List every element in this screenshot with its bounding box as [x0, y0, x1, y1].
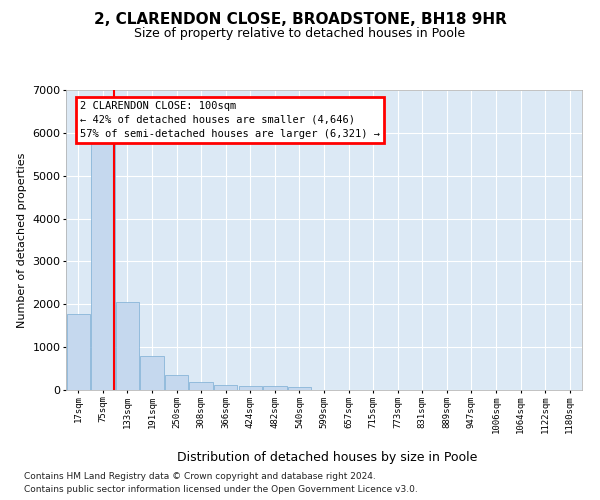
Text: Contains HM Land Registry data © Crown copyright and database right 2024.: Contains HM Land Registry data © Crown c… — [24, 472, 376, 481]
Bar — [288, 386, 311, 390]
Text: 2 CLARENDON CLOSE: 100sqm
← 42% of detached houses are smaller (4,646)
57% of se: 2 CLARENDON CLOSE: 100sqm ← 42% of detac… — [80, 100, 380, 138]
Bar — [140, 356, 164, 390]
Bar — [190, 382, 213, 390]
Text: Contains public sector information licensed under the Open Government Licence v3: Contains public sector information licen… — [24, 485, 418, 494]
Bar — [165, 376, 188, 390]
Bar — [116, 302, 139, 390]
Bar — [91, 142, 115, 390]
Bar — [67, 314, 90, 390]
Bar — [214, 385, 238, 390]
Text: Size of property relative to detached houses in Poole: Size of property relative to detached ho… — [134, 28, 466, 40]
Bar — [239, 386, 262, 390]
Text: 2, CLARENDON CLOSE, BROADSTONE, BH18 9HR: 2, CLARENDON CLOSE, BROADSTONE, BH18 9HR — [94, 12, 506, 28]
Bar — [263, 386, 287, 390]
Text: Distribution of detached houses by size in Poole: Distribution of detached houses by size … — [177, 451, 477, 464]
Y-axis label: Number of detached properties: Number of detached properties — [17, 152, 27, 328]
